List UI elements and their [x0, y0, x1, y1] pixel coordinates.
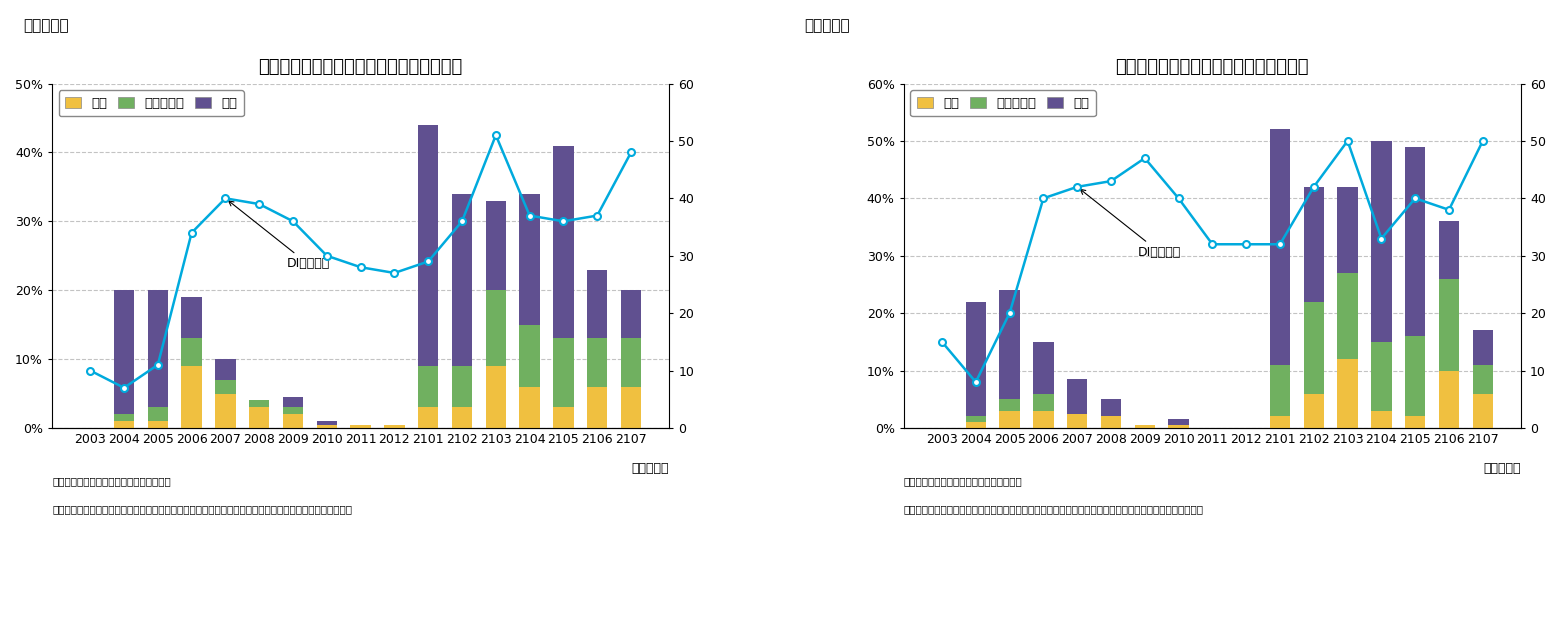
- Bar: [250, 401, 270, 407]
- Bar: [215, 359, 236, 379]
- Bar: [485, 201, 506, 290]
- Text: （注）「緊急事態宣言」「まん延防止等重点措置」という単語を含むコメントが、全コメントに占める割合: （注）「緊急事態宣言」「まん延防止等重点措置」という単語を含むコメントが、全コメ…: [904, 504, 1204, 514]
- Bar: [148, 290, 169, 407]
- Legend: 改善, 変わらない, 悪化: 改善, 変わらない, 悪化: [59, 90, 244, 117]
- Bar: [114, 421, 134, 428]
- Bar: [1068, 379, 1088, 414]
- Bar: [1269, 365, 1289, 417]
- Bar: [520, 325, 540, 387]
- Bar: [418, 125, 439, 366]
- Bar: [1371, 141, 1391, 342]
- Bar: [418, 366, 439, 407]
- Bar: [181, 366, 201, 428]
- Bar: [1338, 187, 1358, 273]
- Text: （年・月）: （年・月）: [1483, 463, 1520, 476]
- Bar: [1033, 342, 1054, 394]
- Text: （注）「緊急事態宣言」「まん延防止等重点措置」という単語を含むコメントが、全コメントに占める割合: （注）「緊急事態宣言」「まん延防止等重点措置」という単語を含むコメントが、全コメ…: [52, 504, 353, 514]
- Bar: [283, 397, 303, 407]
- Bar: [1472, 394, 1492, 428]
- Bar: [1472, 330, 1492, 365]
- Bar: [485, 290, 506, 366]
- Bar: [621, 339, 642, 387]
- Bar: [520, 387, 540, 428]
- Bar: [215, 394, 236, 428]
- Text: DI（右軸）: DI（右軸）: [1080, 189, 1182, 259]
- Bar: [283, 407, 303, 414]
- Bar: [1439, 279, 1460, 371]
- Bar: [181, 339, 201, 366]
- Bar: [621, 387, 642, 428]
- Bar: [966, 417, 987, 422]
- Bar: [1269, 417, 1289, 428]
- Bar: [114, 290, 134, 414]
- Text: （資料）内閣府「景気ウォッチャー調査」: （資料）内閣府「景気ウォッチャー調査」: [52, 476, 170, 486]
- Bar: [485, 366, 506, 428]
- Bar: [1033, 410, 1054, 428]
- Bar: [1303, 394, 1324, 428]
- Bar: [1371, 342, 1391, 410]
- Bar: [587, 339, 607, 387]
- Text: （資料）内閣府「景気ウォッチャー調査」: （資料）内閣府「景気ウォッチャー調査」: [904, 476, 1022, 486]
- Text: DI（右軸）: DI（右軸）: [228, 201, 329, 270]
- Legend: 改善, 変わらない, 悪化: 改善, 変わらない, 悪化: [910, 90, 1096, 117]
- Bar: [451, 366, 471, 407]
- Title: 緊急事態宣言関連のコメント数（南関東）: 緊急事態宣言関連のコメント数（南関東）: [259, 58, 462, 76]
- Bar: [148, 421, 169, 428]
- Text: （年・月）: （年・月）: [632, 463, 670, 476]
- Bar: [1169, 425, 1189, 428]
- Bar: [148, 407, 169, 421]
- Bar: [317, 425, 337, 428]
- Bar: [451, 193, 471, 366]
- Bar: [553, 339, 573, 407]
- Bar: [621, 290, 642, 339]
- Bar: [1439, 371, 1460, 428]
- Bar: [520, 193, 540, 325]
- Bar: [1068, 414, 1088, 428]
- Bar: [317, 421, 337, 425]
- Text: （図表５）: （図表５）: [804, 19, 849, 33]
- Bar: [1371, 410, 1391, 428]
- Text: （図表４）: （図表４）: [23, 19, 69, 33]
- Bar: [215, 379, 236, 394]
- Bar: [587, 270, 607, 339]
- Bar: [250, 407, 270, 428]
- Bar: [1405, 336, 1425, 417]
- Bar: [999, 410, 1019, 428]
- Bar: [587, 387, 607, 428]
- Title: 緊急事態宣言関連のコメント数（近畿）: 緊急事態宣言関連のコメント数（近畿）: [1116, 58, 1310, 76]
- Bar: [1269, 130, 1289, 365]
- Bar: [966, 422, 987, 428]
- Bar: [999, 399, 1019, 410]
- Bar: [1338, 273, 1358, 359]
- Bar: [418, 407, 439, 428]
- Bar: [1472, 365, 1492, 394]
- Bar: [1033, 394, 1054, 410]
- Bar: [1169, 419, 1189, 425]
- Bar: [1405, 417, 1425, 428]
- Bar: [1101, 417, 1121, 428]
- Bar: [999, 290, 1019, 399]
- Bar: [283, 414, 303, 428]
- Bar: [1439, 221, 1460, 279]
- Bar: [451, 407, 471, 428]
- Bar: [1303, 302, 1324, 394]
- Bar: [966, 302, 987, 417]
- Bar: [384, 425, 404, 428]
- Bar: [1135, 425, 1155, 428]
- Bar: [1405, 147, 1425, 336]
- Bar: [1101, 399, 1121, 417]
- Bar: [351, 425, 372, 428]
- Bar: [1338, 359, 1358, 428]
- Bar: [1303, 187, 1324, 302]
- Bar: [553, 407, 573, 428]
- Bar: [114, 414, 134, 421]
- Bar: [181, 297, 201, 339]
- Bar: [553, 146, 573, 339]
